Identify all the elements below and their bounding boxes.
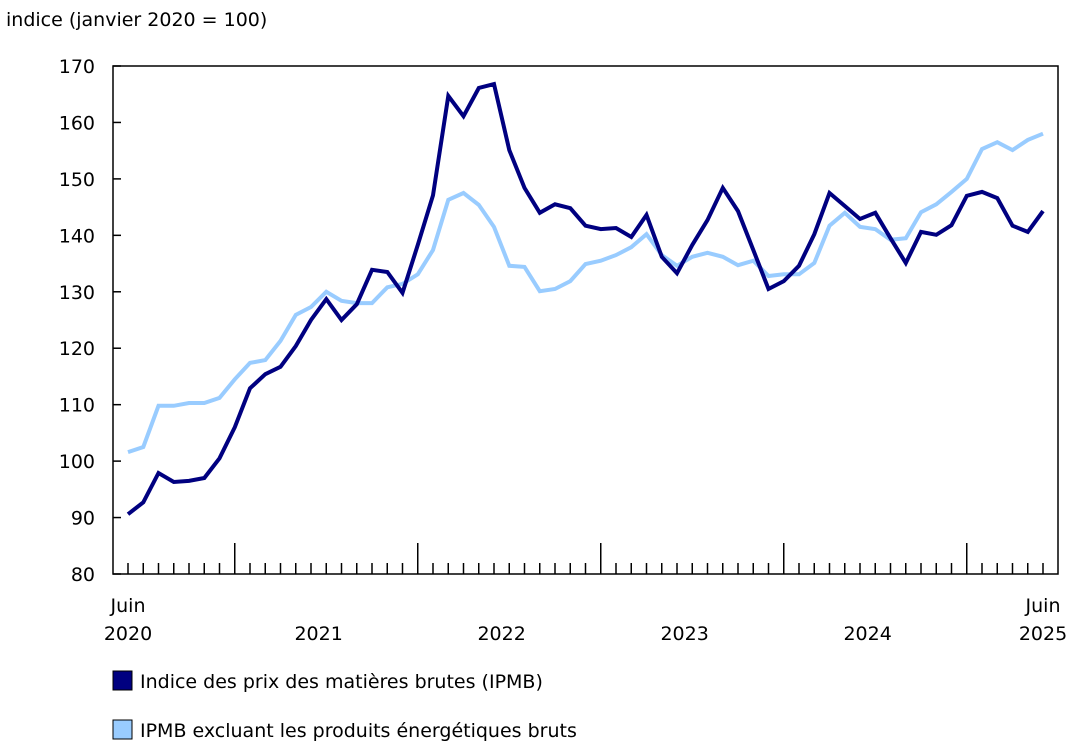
x-tick-label-month: Juin bbox=[1025, 595, 1061, 617]
y-tick-label: 170 bbox=[59, 56, 95, 78]
x-tick-label-year: 2021 bbox=[294, 623, 342, 645]
series-lines bbox=[126, 81, 1045, 516]
x-axis: Juin 2020 2021 2022 2023 2024 Juin 2025 bbox=[104, 543, 1067, 645]
x-tick-label-year: 2022 bbox=[477, 623, 525, 645]
x-tick-label-year: 2023 bbox=[660, 623, 708, 645]
x-tick-label-year: 2024 bbox=[843, 623, 891, 645]
series-line-ipmb-excl-energy bbox=[127, 131, 1044, 454]
y-tick-label: 130 bbox=[59, 282, 95, 304]
x-tick-label-month: Juin bbox=[110, 595, 146, 617]
plot-area-frame bbox=[112, 65, 1059, 575]
legend-label-ipmb: Indice des prix des matières brutes (IPM… bbox=[140, 671, 543, 693]
y-tick-label: 140 bbox=[59, 225, 95, 247]
legend: Indice des prix des matières brutes (IPM… bbox=[112, 670, 577, 742]
series-line-ipmb bbox=[126, 81, 1045, 516]
y-axis-label: indice (janvier 2020 = 100) bbox=[6, 9, 267, 31]
y-tick-label: 80 bbox=[71, 564, 95, 586]
y-tick-label: 110 bbox=[59, 395, 95, 417]
legend-swatch-ipmb-excl-energy bbox=[112, 719, 133, 740]
y-tick-label: 90 bbox=[71, 508, 95, 530]
legend-swatch-ipmb bbox=[112, 670, 133, 691]
y-tick-label: 160 bbox=[59, 112, 95, 134]
x-tick-label-year: 2020 bbox=[104, 623, 152, 645]
y-tick-label: 120 bbox=[59, 338, 95, 360]
x-tick-label-year: 2025 bbox=[1019, 623, 1067, 645]
y-tick-label: 150 bbox=[59, 169, 95, 191]
legend-label-ipmb-excl-energy: IPMB excluant les produits énergétiques … bbox=[140, 720, 577, 742]
y-tick-label: 100 bbox=[59, 451, 95, 473]
y-axis: 80 90 100 110 120 130 140 150 160 170 bbox=[59, 56, 121, 586]
